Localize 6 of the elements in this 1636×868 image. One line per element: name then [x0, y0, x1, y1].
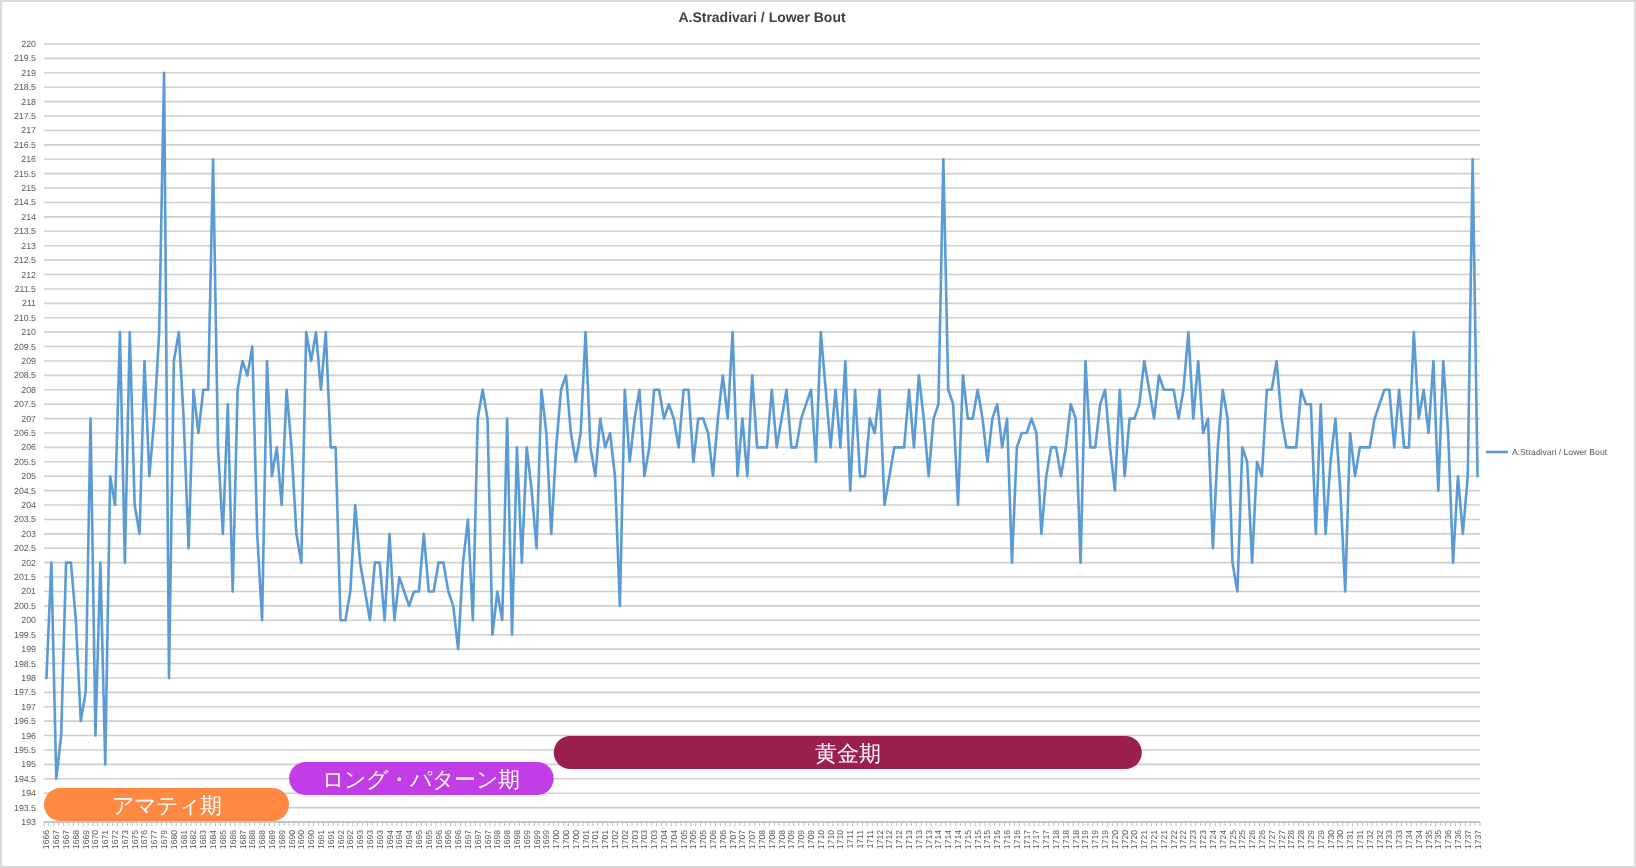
band-label: 黄金期: [814, 740, 881, 767]
band: 黄金期: [553, 736, 1142, 769]
band-label: アマティ期: [111, 794, 222, 819]
band: アマティ期: [44, 788, 290, 821]
band: ロング・パターン期: [289, 762, 554, 795]
band-label: ロング・パターン期: [322, 768, 521, 793]
